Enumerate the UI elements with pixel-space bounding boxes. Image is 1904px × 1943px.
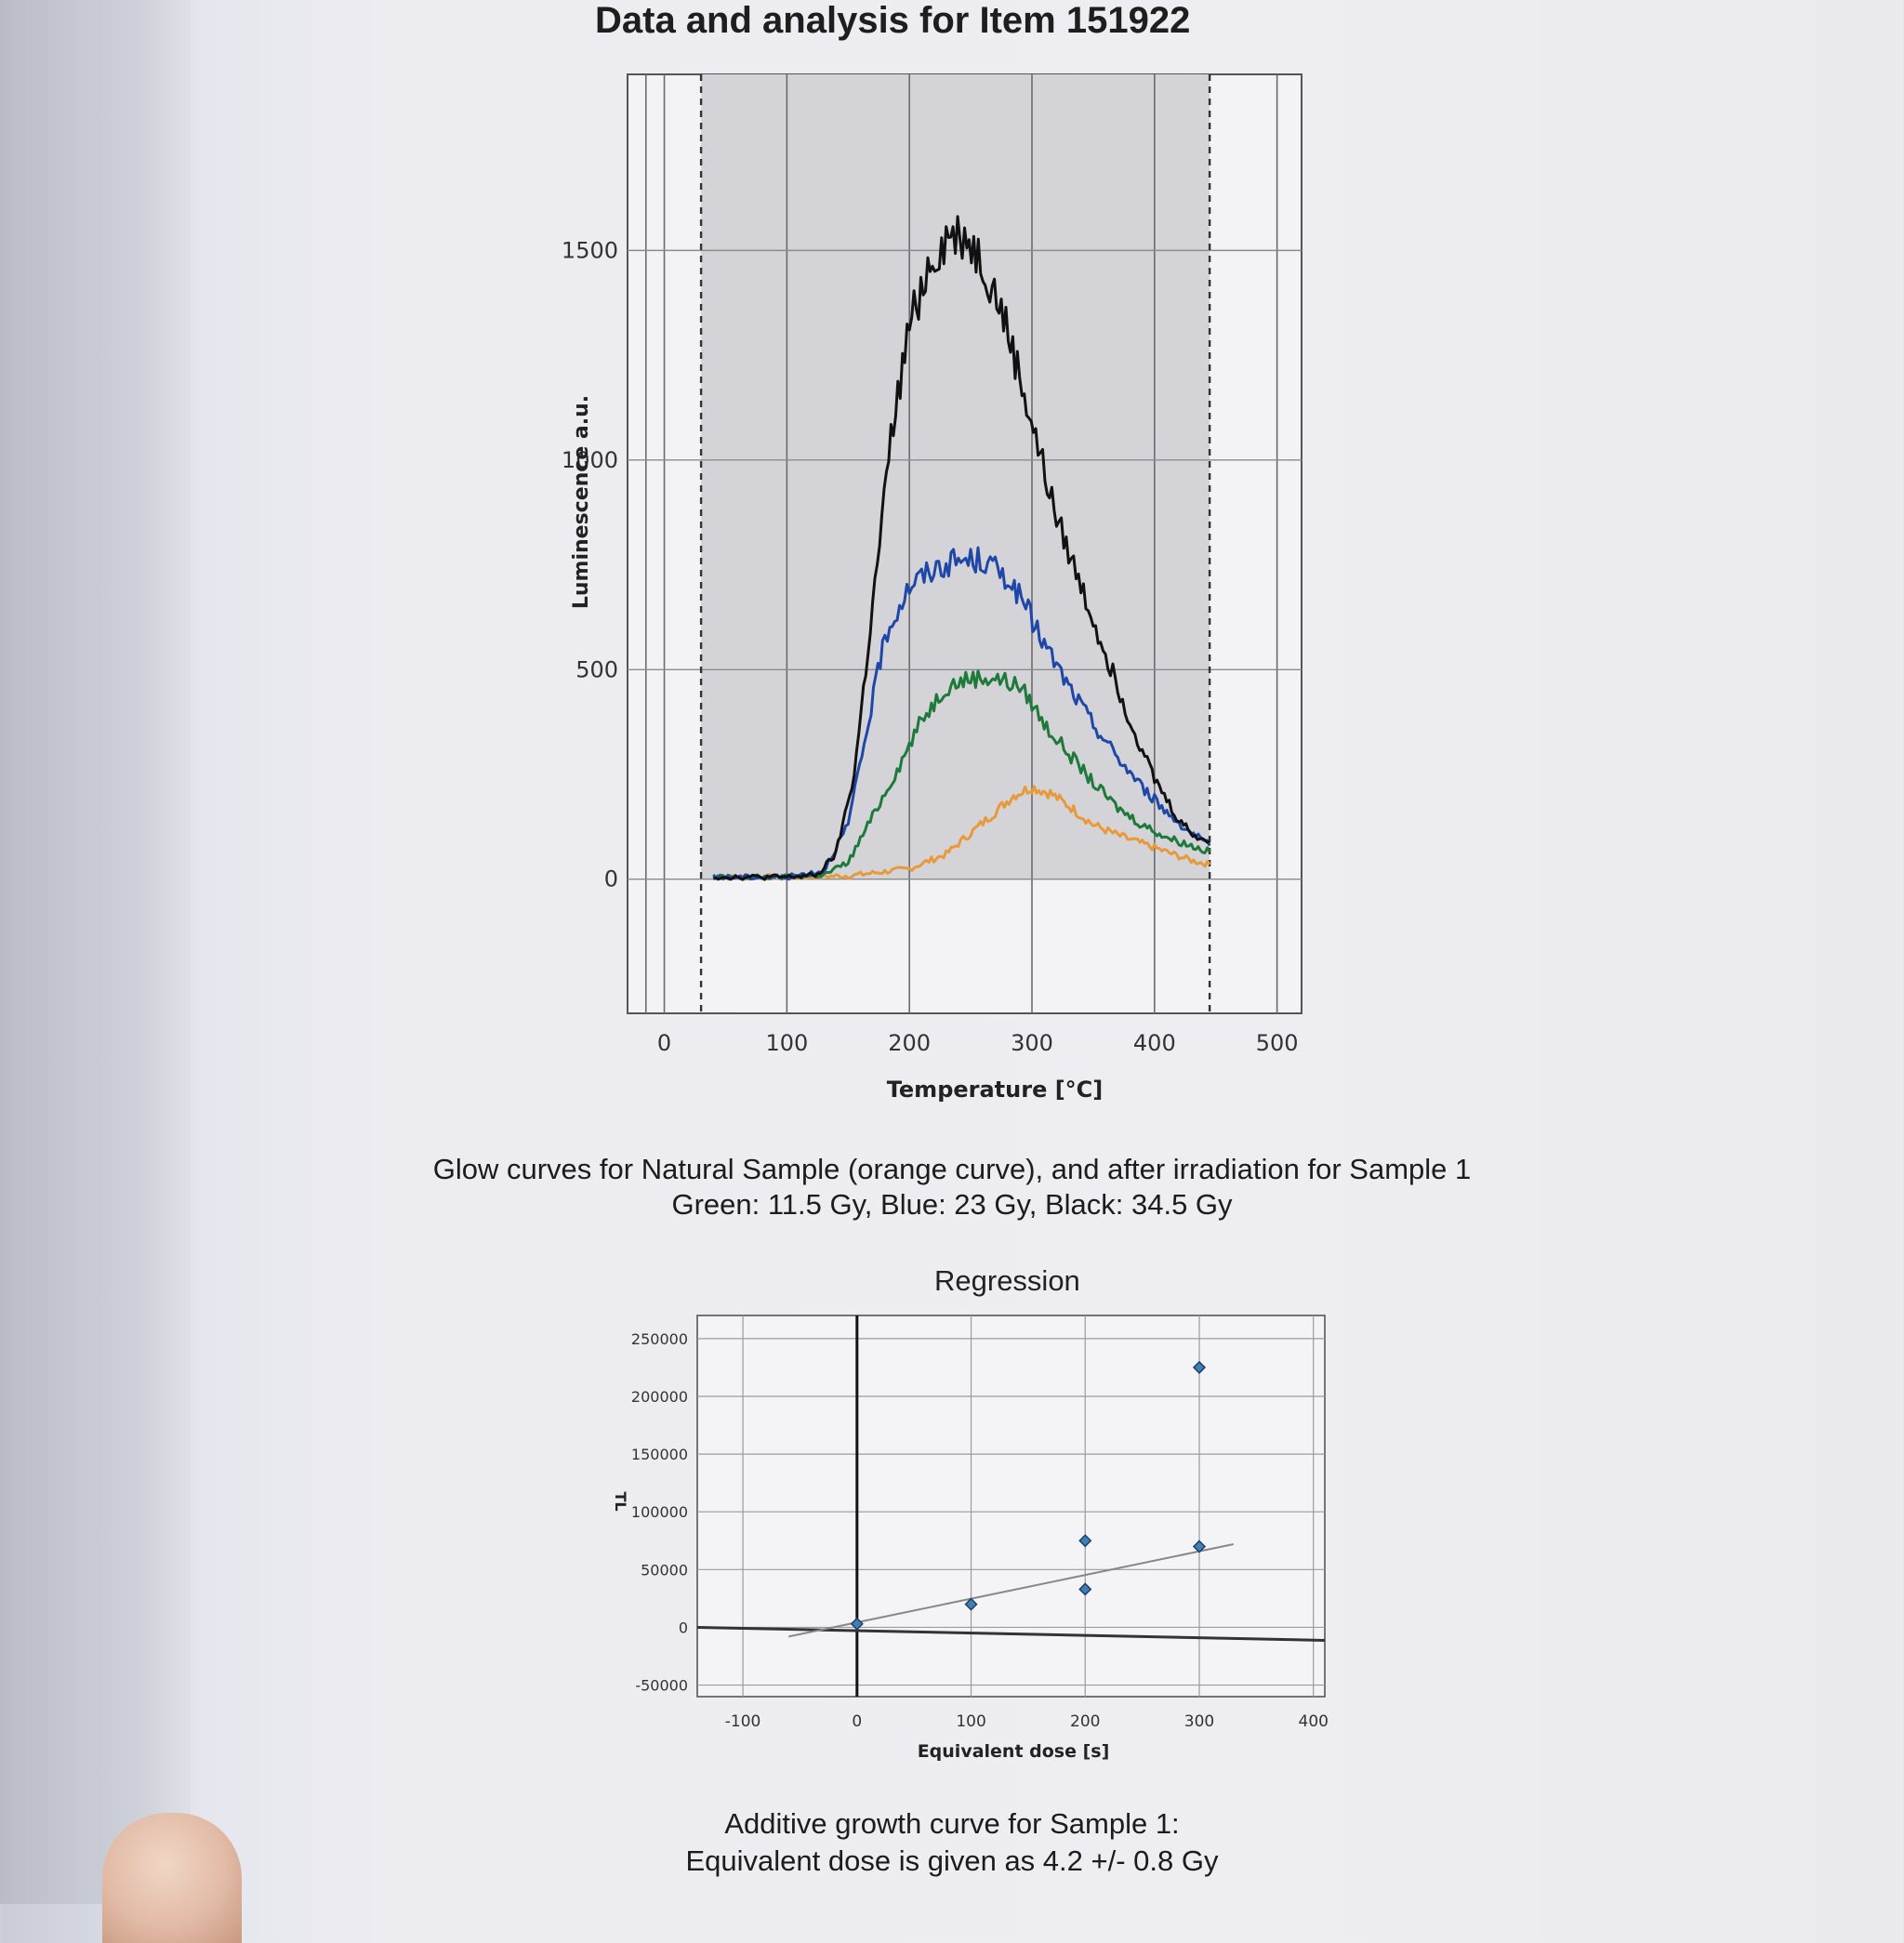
glow-y-axis-label: Luminescence a.u. <box>570 395 593 609</box>
thumb <box>102 1813 242 1943</box>
glow-x-tick-label: 500 <box>1256 1030 1299 1056</box>
glow-y-tick-label: 500 <box>575 656 618 682</box>
glow-caption-line2: Green: 11.5 Gy, Blue: 23 Gy, Black: 34.5… <box>671 1188 1233 1221</box>
glow-x-tick-label: 0 <box>657 1030 671 1056</box>
regression-data-point <box>1192 1540 1207 1553</box>
regression-data-point <box>1078 1582 1092 1596</box>
page-title: Data and analysis for Item 151922 <box>595 0 1191 41</box>
glow-x-tick-label: 300 <box>1011 1030 1053 1056</box>
regression-y-tick-label: 50000 <box>641 1561 688 1579</box>
glow-y-tick-label: 0 <box>604 866 618 892</box>
growth-caption-line1: Additive growth curve for Sample 1: <box>724 1807 1180 1840</box>
regression-data-point <box>1192 1360 1207 1374</box>
glow-x-tick-label: 100 <box>765 1030 808 1056</box>
regression-y-tick-label: 0 <box>679 1619 688 1636</box>
regression-data-point <box>850 1617 864 1631</box>
regression-y-tick-label: 100000 <box>631 1503 688 1521</box>
regression-x-tick-label: -100 <box>725 1712 761 1731</box>
regression-x-tick-label: 400 <box>1299 1712 1329 1731</box>
regression-y-tick-label: -50000 <box>635 1677 688 1695</box>
regression-y-tick-label: 250000 <box>631 1330 688 1348</box>
glow-x-tick-label: 200 <box>888 1030 931 1056</box>
glow-x-tick-label: 400 <box>1133 1030 1176 1056</box>
regression-data-point <box>1078 1534 1092 1548</box>
glow-series-line <box>713 215 1210 881</box>
regression-x-axis-label: Equivalent dose [s] <box>918 1741 1110 1762</box>
left-page-edge <box>0 0 191 1904</box>
glow-x-axis-label: Temperature [°C] <box>887 1077 1104 1103</box>
regression-x-tick-label: 300 <box>1184 1712 1214 1731</box>
glow-shaded-region <box>701 74 1210 879</box>
regression-fit-line <box>787 1543 1235 1638</box>
glow-curve-chart: 0 100 200 300 400 500 0 500 1000 1500 Luminescenc… <box>562 73 1302 1103</box>
regression-x-tick-label: 0 <box>852 1712 862 1731</box>
regression-chart: -100 0 100 200 300 400 -50000 0 50000 100000 15000… <box>612 1315 1329 1762</box>
glow-caption-line1: Glow curves for Natural Sample (orange c… <box>432 1153 1472 1185</box>
regression-x-axis <box>696 1625 1326 1642</box>
regression-y-axis-label: TL <box>612 1491 629 1511</box>
regression-title: Regression <box>934 1264 1080 1297</box>
regression-y-tick-label: 200000 <box>631 1388 688 1406</box>
glow-y-tick-label: 1500 <box>562 237 618 263</box>
regression-y-tick-label: 150000 <box>631 1446 688 1463</box>
regression-data-point <box>964 1597 978 1611</box>
regression-x-tick-label: 100 <box>956 1712 985 1731</box>
growth-caption-line2: Equivalent dose is given as 4.2 +/- 0.8 … <box>685 1844 1219 1877</box>
regression-x-tick-label: 200 <box>1070 1712 1100 1731</box>
glow-y-tick-label: 1000 <box>562 447 618 473</box>
